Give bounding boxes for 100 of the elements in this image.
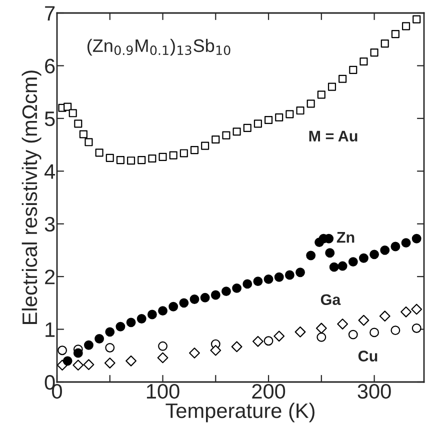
point <box>127 156 136 165</box>
point <box>136 314 146 324</box>
point <box>337 318 348 330</box>
point <box>348 330 358 340</box>
point <box>390 242 400 252</box>
point <box>379 310 390 322</box>
point <box>190 294 200 304</box>
point <box>296 268 305 278</box>
point <box>390 326 400 336</box>
point <box>274 272 284 282</box>
point <box>242 279 252 289</box>
point <box>138 156 146 164</box>
point <box>190 146 199 154</box>
point <box>306 100 315 108</box>
point <box>411 304 422 315</box>
point <box>317 90 326 99</box>
point <box>72 360 84 371</box>
point <box>105 343 115 352</box>
point <box>412 15 421 24</box>
point <box>370 250 380 260</box>
point <box>83 359 94 370</box>
point <box>104 358 116 368</box>
point <box>252 336 264 347</box>
point <box>338 74 347 83</box>
point <box>62 356 72 366</box>
point <box>94 334 104 344</box>
point <box>329 262 339 272</box>
series-label: Cu <box>358 350 378 362</box>
point <box>401 238 411 248</box>
point <box>296 106 304 115</box>
point <box>402 22 410 30</box>
point <box>254 120 262 128</box>
point <box>253 276 263 286</box>
point <box>316 332 326 342</box>
point <box>306 250 316 260</box>
point <box>349 66 358 74</box>
point <box>412 234 422 244</box>
point <box>126 318 136 328</box>
point <box>116 322 126 332</box>
point <box>380 40 389 48</box>
point <box>200 292 210 302</box>
point <box>126 355 136 366</box>
point <box>391 30 400 38</box>
point <box>231 341 242 352</box>
point <box>64 102 72 111</box>
point <box>147 310 157 320</box>
point <box>360 57 368 66</box>
point <box>74 120 82 128</box>
point <box>243 124 252 132</box>
point <box>158 152 167 161</box>
y-tick-label: 4 <box>44 164 55 179</box>
point <box>106 154 114 162</box>
point <box>168 302 178 312</box>
point <box>68 109 77 118</box>
point <box>179 298 189 308</box>
point <box>274 330 285 342</box>
point <box>348 257 358 267</box>
point <box>222 286 231 296</box>
point <box>84 340 94 350</box>
point <box>84 138 93 146</box>
point <box>338 261 348 271</box>
y-tick-label: 5 <box>44 112 55 126</box>
series-label: Zn <box>336 232 354 243</box>
point <box>212 135 220 144</box>
point <box>232 283 242 293</box>
point <box>210 344 222 356</box>
point <box>201 142 210 150</box>
point <box>284 270 294 280</box>
point <box>380 245 390 255</box>
point <box>316 322 327 334</box>
point <box>105 327 115 337</box>
x-axis-title: Temperature (K) <box>166 402 314 422</box>
point <box>232 128 241 136</box>
y-axis-title: Electrical resistivity (mΩcm) <box>22 70 42 324</box>
point <box>358 253 368 263</box>
point <box>158 306 168 316</box>
point <box>325 248 335 258</box>
point <box>180 149 188 158</box>
point <box>116 156 124 164</box>
point <box>370 48 378 57</box>
y-tick-label: 1 <box>46 322 55 337</box>
point <box>95 148 104 157</box>
y-tick-label: 6 <box>45 58 55 74</box>
point <box>412 324 422 333</box>
y-tick-label: 7 <box>45 6 55 21</box>
series-label: Ga <box>320 294 341 306</box>
point <box>58 346 68 356</box>
point <box>264 336 274 346</box>
point <box>264 274 274 284</box>
point <box>169 151 178 160</box>
annotation: (Zn$_{0.9}$M$_{0.1}$)$_{13}$Sb$_{10}$ <box>87 38 230 56</box>
point <box>370 328 380 338</box>
x-tick-label: 100 <box>146 384 180 399</box>
point <box>189 348 200 358</box>
point <box>148 154 156 163</box>
point <box>328 82 336 91</box>
point <box>79 130 88 138</box>
y-tick-label: 3 <box>44 216 55 232</box>
point <box>157 352 168 364</box>
x-tick-label: 200 <box>252 384 286 399</box>
